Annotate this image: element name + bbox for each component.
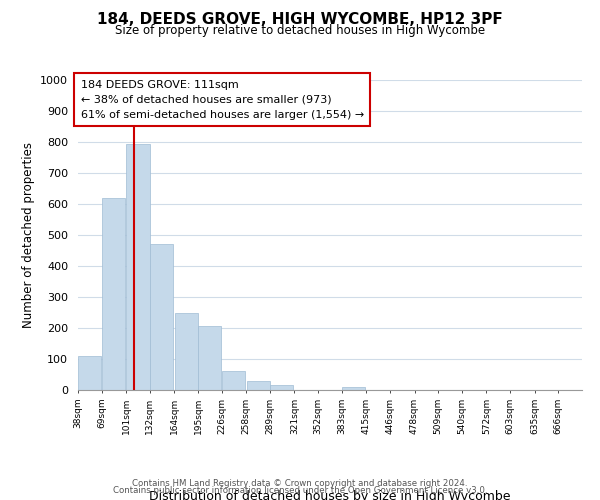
- Bar: [150, 244, 173, 390]
- Y-axis label: Number of detached properties: Number of detached properties: [22, 142, 35, 328]
- Text: Contains HM Land Registry data © Crown copyright and database right 2024.: Contains HM Land Registry data © Crown c…: [132, 478, 468, 488]
- Bar: [342, 387, 365, 390]
- Bar: [175, 312, 198, 390]
- Text: 184, DEEDS GROVE, HIGH WYCOMBE, HP12 3PF: 184, DEEDS GROVE, HIGH WYCOMBE, HP12 3PF: [97, 12, 503, 28]
- Bar: [79, 356, 101, 390]
- Text: Size of property relative to detached houses in High Wycombe: Size of property relative to detached ho…: [115, 24, 485, 37]
- Bar: [199, 326, 221, 390]
- Bar: [270, 386, 293, 390]
- Bar: [247, 380, 269, 390]
- Bar: [127, 144, 149, 390]
- Bar: [222, 372, 245, 390]
- X-axis label: Distribution of detached houses by size in High Wycombe: Distribution of detached houses by size …: [149, 490, 511, 500]
- Bar: [102, 198, 125, 390]
- Text: 184 DEEDS GROVE: 111sqm
← 38% of detached houses are smaller (973)
61% of semi-d: 184 DEEDS GROVE: 111sqm ← 38% of detache…: [80, 80, 364, 120]
- Text: Contains public sector information licensed under the Open Government Licence v3: Contains public sector information licen…: [113, 486, 487, 495]
